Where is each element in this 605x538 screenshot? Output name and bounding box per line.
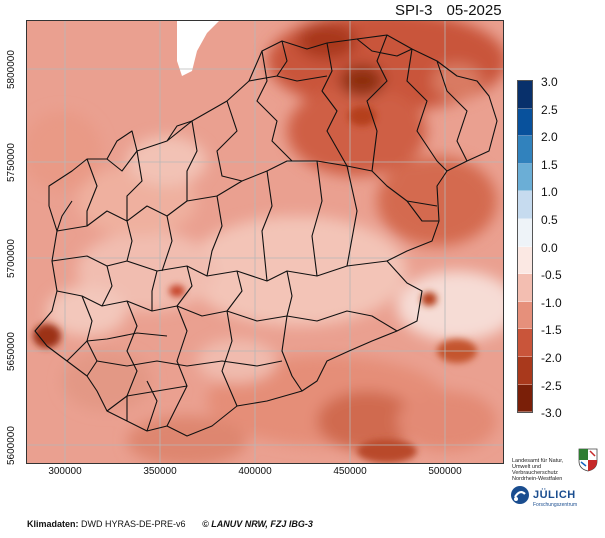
grid-lines xyxy=(27,21,503,463)
legend-swatch xyxy=(518,136,532,164)
legend-label: 2.0 xyxy=(541,130,558,145)
x-tick-label: 350000 xyxy=(143,466,177,477)
juelich-logo-icon xyxy=(511,486,529,504)
legend-label: 0.5 xyxy=(541,213,558,227)
legend-label: -2.5 xyxy=(541,378,562,393)
x-tick-label: 300000 xyxy=(48,466,82,477)
y-tick-label: 5800000 xyxy=(6,50,17,89)
legend-label: 3.0 xyxy=(541,75,558,89)
map-title: SPI-3 05-2025 xyxy=(395,2,516,19)
legend-swatch xyxy=(518,274,532,302)
legend-swatch xyxy=(518,301,532,330)
index-label: SPI-3 xyxy=(395,2,433,19)
juelich-subtitle: Forschungszentrum xyxy=(533,502,578,508)
legend-label: -3.0 xyxy=(541,406,562,421)
legend-swatch xyxy=(518,218,532,247)
legend-label: -0.5 xyxy=(541,268,562,283)
legend-swatch xyxy=(518,81,532,109)
legend-label: -1.0 xyxy=(541,295,562,310)
legend-label: 2.5 xyxy=(541,102,558,117)
x-tick-label: 500000 xyxy=(428,466,462,477)
legend-label: 0.0 xyxy=(541,240,558,255)
legend-swatch xyxy=(518,356,532,385)
footer-credits: Klimadaten: DWD HYRAS-DE-PRE-v6 © LANUV … xyxy=(27,519,313,529)
lanuv-logo-text: Landesamt für Natur, Umwelt und Verbrauc… xyxy=(512,458,564,482)
footer-copyright: © LANUV NRW, FZJ IBG-3 xyxy=(202,519,313,529)
nrw-crest-icon xyxy=(578,448,598,472)
x-tick-label: 400000 xyxy=(238,466,272,477)
legend-swatch xyxy=(518,191,532,219)
y-tick-label: 5650000 xyxy=(6,332,17,371)
date-label: 05-2025 xyxy=(446,2,502,19)
legend-label: 1.0 xyxy=(541,185,558,200)
color-scale-legend xyxy=(517,80,533,414)
district-borders xyxy=(34,34,498,437)
legend-swatch xyxy=(518,246,532,275)
legend-swatch xyxy=(518,329,532,357)
juelich-name: JÜLICH xyxy=(533,489,576,501)
y-tick-label: 5600000 xyxy=(6,426,17,465)
legend-label: 1.5 xyxy=(541,157,558,172)
legend-swatch xyxy=(518,163,532,192)
x-tick-label: 450000 xyxy=(333,466,367,477)
legend-label: -2.0 xyxy=(541,351,562,365)
footer-label: Klimadaten: xyxy=(27,519,79,529)
spi-map-graphic xyxy=(27,21,503,463)
legend-swatch xyxy=(518,384,532,413)
legend-label: -1.5 xyxy=(541,323,562,338)
legend-swatch xyxy=(518,108,532,137)
y-tick-label: 5700000 xyxy=(6,239,17,278)
y-tick-label: 5750000 xyxy=(6,143,17,182)
footer-source: DWD HYRAS-DE-PRE-v6 xyxy=(81,519,186,529)
spi-map xyxy=(26,20,504,464)
